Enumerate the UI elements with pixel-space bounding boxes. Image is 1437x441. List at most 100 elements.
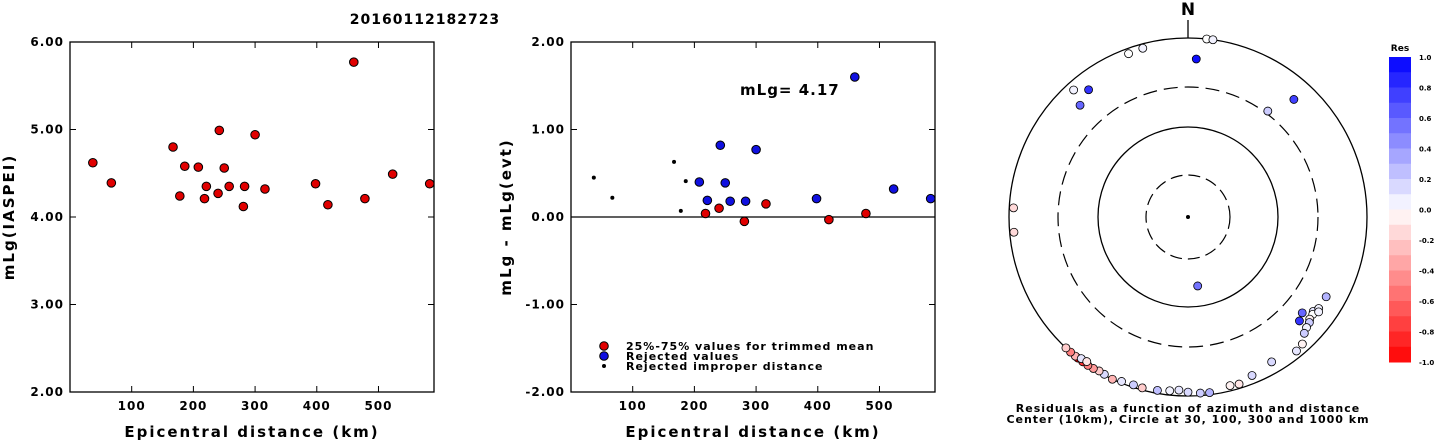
station-point	[1191, 54, 1201, 64]
x-ticks: 100 200 300 400 500	[619, 42, 893, 413]
data-point	[672, 159, 677, 164]
data-point	[201, 181, 212, 192]
legend-label-improper: Rejected improper distance	[626, 360, 823, 373]
colorbar-cell	[1389, 285, 1411, 302]
data-point	[861, 208, 871, 219]
data-point	[678, 208, 683, 213]
y-tick-label: -2.00	[525, 385, 565, 399]
station-point	[1107, 374, 1117, 384]
data-point	[694, 177, 705, 187]
epicenter-dot	[1186, 215, 1190, 219]
data-point	[179, 161, 190, 172]
colorbar-cells	[1389, 57, 1411, 363]
x-tick-label: 200	[179, 399, 207, 413]
x-axis-label: Epicentral distance (km)	[124, 423, 379, 441]
data-point	[239, 181, 250, 192]
colorbar-label: 0.2	[1419, 176, 1432, 184]
data-point	[238, 201, 249, 212]
station-point	[1225, 381, 1235, 391]
caption-line-1: Residuals as a function of azimuth and d…	[1016, 402, 1360, 415]
data-point	[199, 193, 210, 204]
y-tick-label: 2.00	[30, 385, 64, 399]
data-point	[260, 184, 270, 194]
colorbar-cell	[1389, 194, 1411, 210]
x-tick-label: 200	[680, 399, 708, 413]
station-point	[1195, 388, 1205, 398]
data-point	[740, 196, 751, 207]
legend-label-trimmed: 25%-75% values for trimmed mean	[626, 340, 874, 353]
station-point	[1289, 95, 1299, 104]
data-point	[106, 178, 117, 188]
colorbar-label: 1.0	[1419, 54, 1432, 62]
data-point	[761, 199, 771, 209]
data-point	[700, 208, 711, 219]
y-axis-label: mLg(IASPEI)	[0, 154, 18, 280]
station-point	[1299, 328, 1309, 338]
colorbar-label: -0.6	[1419, 298, 1434, 306]
data-point	[360, 193, 370, 204]
colorbar-cell	[1389, 316, 1411, 332]
colorbar-cell	[1389, 163, 1411, 180]
station-point	[1297, 339, 1307, 349]
station-point	[1009, 203, 1018, 213]
data-point	[88, 157, 98, 168]
colorbar-cell	[1389, 255, 1411, 271]
y-axis-label: mLg - mLg(evt)	[497, 138, 515, 295]
colorbar-cell	[1389, 102, 1411, 119]
x-tick-label: 400	[303, 399, 331, 413]
legend-marker-trimmed	[599, 341, 609, 351]
data-point	[702, 195, 713, 206]
x-tick-label: 100	[619, 399, 647, 413]
x-tick-label: 500	[865, 399, 893, 413]
station-point	[1061, 343, 1071, 353]
data-point	[824, 214, 834, 225]
panel-mlg-iaspei: 100 200 300 400 500 2.00 3.00 4.00 5.00 6.00 Epi…	[0, 35, 435, 441]
colorbar-label: -1.0	[1419, 359, 1434, 367]
figure-title: 20160112182723	[350, 12, 500, 28]
mlg-annotation: mLg= 4.17	[740, 81, 840, 99]
y-tick-label: 0.00	[531, 210, 565, 224]
colorbar-cell	[1389, 240, 1411, 256]
colorbar-cell	[1389, 57, 1411, 73]
y-tick-label: 3.00	[30, 298, 64, 312]
x-tick-label: 400	[804, 399, 832, 413]
circle-30km	[1145, 174, 1231, 260]
station-point	[1138, 43, 1148, 53]
colorbar-label: 0.0	[1419, 207, 1432, 215]
data-point	[888, 184, 899, 194]
x-tick-label: 300	[241, 399, 269, 413]
colorbar-cell	[1389, 270, 1411, 287]
data-point	[751, 144, 761, 155]
colorbar-cell	[1389, 179, 1411, 195]
station-point	[1165, 386, 1175, 396]
plot-frame	[69, 41, 435, 393]
x-ticks: 100 200 300 400 500	[118, 42, 392, 413]
y-tick-label: -1.00	[525, 298, 565, 312]
station-point	[1082, 357, 1092, 366]
data-point	[175, 191, 185, 201]
data-points	[591, 72, 936, 227]
y-ticks: -2.00 -1.00 0.00 1.00 2.00	[525, 35, 935, 399]
station-point	[1205, 388, 1214, 397]
station-point	[1137, 383, 1147, 393]
data-point	[387, 169, 398, 179]
colorbar-labels: 1.0 0.8 0.6 0.4 0.2 0.0 -0.2 -0.4 -0.6 -0.8 -1.0	[1419, 54, 1434, 367]
station-point	[1183, 387, 1193, 397]
circle-100km	[1097, 126, 1279, 308]
station-point	[1069, 85, 1079, 95]
station-point	[1263, 106, 1273, 116]
panel-residuals: 100 200 300 400 500 -2.00 -1.00 0.00 1.00 2.00 m…	[497, 35, 936, 441]
data-point	[310, 178, 321, 189]
colorbar-label: 0.4	[1419, 146, 1432, 154]
data-point	[715, 140, 726, 151]
y-tick-label: 4.00	[30, 210, 64, 224]
station-point	[1234, 379, 1244, 389]
y-tick-label: 5.00	[30, 123, 64, 137]
colorbar-cell	[1389, 118, 1411, 134]
y-tick-label: 6.00	[30, 35, 64, 49]
panel-azimuth-polar: N Residuals as a function of azimuth and…	[1006, 0, 1368, 426]
legend-marker-rejected	[599, 351, 609, 361]
station-point	[1084, 85, 1093, 95]
colorbar-label: 0.6	[1419, 115, 1432, 123]
colorbar-cell	[1389, 331, 1411, 348]
